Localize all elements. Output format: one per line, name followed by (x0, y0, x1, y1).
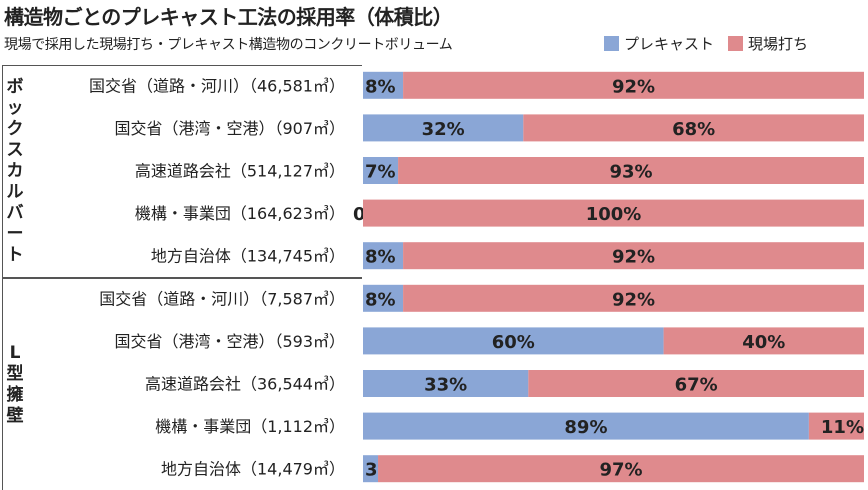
bar-precast (363, 157, 399, 184)
bar-precast (363, 412, 809, 440)
bar-precast (363, 71, 404, 99)
value-label-precast: 32% (422, 119, 465, 140)
category-label: 地方自治体（134,745㎥） (151, 247, 345, 266)
group-label-box-culvert: ボックスカルバート (6, 77, 24, 265)
value-label-cast-in-place: 11% (821, 417, 864, 438)
value-label-precast: 7% (365, 162, 396, 183)
value-label-cast-in-place: 93% (609, 162, 652, 183)
bar-precast (363, 327, 664, 355)
bar-cast-in-place (523, 114, 864, 142)
category-label: 高速道路会社（514,127㎥） (135, 162, 345, 181)
bar-cast-in-place (403, 242, 864, 270)
bar-cast-in-place (808, 412, 864, 440)
bar-cast-in-place (363, 199, 864, 227)
chart-title: 構造物ごとのプレキャスト工法の採用率（体積比） (4, 5, 453, 29)
legend-item-cast-in-place: 現場打ち (728, 33, 808, 54)
group-bracket-l-wall (2, 278, 362, 490)
bar-precast (363, 455, 379, 483)
value-label-cast-in-place: 92% (612, 247, 655, 268)
value-label-cast-in-place: 40% (742, 332, 785, 353)
bar-precast (363, 114, 524, 142)
legend-label-cast-in-place: 現場打ち (748, 35, 809, 53)
bar-cast-in-place (398, 157, 864, 184)
category-label: 国交省（港湾・空港）（593㎥） (114, 332, 345, 351)
value-label-precast: 8% (365, 76, 396, 97)
value-label-cast-in-place: 92% (612, 289, 655, 310)
category-label: 機構・事業団（164,623㎥） (135, 204, 345, 223)
value-label-precast: 8% (365, 289, 396, 310)
legend: プレキャスト 現場打ち (604, 33, 822, 54)
legend-item-precast: プレキャスト (604, 33, 714, 54)
legend-label-precast: プレキャスト (624, 35, 715, 53)
value-label-precast: 89% (564, 417, 607, 438)
bar-cast-in-place (663, 327, 864, 355)
value-label-precast: 60% (492, 332, 535, 353)
value-label-cast-in-place: 67% (675, 375, 718, 396)
group-bracket-box-culvert (2, 65, 362, 278)
chart-subtitle: 現場で採用した現場打ち・プレキャスト構造物のコンクリートボリューム (4, 37, 453, 53)
bar-precast (363, 284, 404, 312)
bar-cast-in-place (378, 455, 864, 483)
category-label: 高速道路会社（36,544㎥） (145, 375, 345, 394)
value-label-cast-in-place: 100% (586, 204, 642, 225)
bar-cast-in-place (403, 71, 864, 99)
value-label-cast-in-place: 92% (612, 76, 655, 97)
bar-precast (363, 370, 529, 397)
legend-swatch-precast (604, 36, 619, 51)
value-label-precast: 8% (365, 247, 396, 268)
legend-swatch-cast-in-place (728, 36, 744, 51)
category-label: 国交省（道路・河川）（7,587㎥） (99, 289, 345, 308)
category-label: 地方自治体（14,479㎥） (161, 460, 345, 479)
bar-precast (363, 242, 404, 270)
category-label: 機構・事業団（1,112㎥） (155, 417, 345, 436)
value-label-cast-in-place: 97% (599, 460, 642, 481)
category-label: 国交省（港湾・空港）（907㎥） (114, 119, 345, 138)
bar-cast-in-place (403, 284, 864, 312)
category-label: 国交省（道路・河川）（46,581㎥） (89, 76, 345, 95)
value-label-precast: 33% (424, 375, 467, 396)
bar-cast-in-place (528, 370, 864, 397)
value-label-cast-in-place: 68% (672, 119, 715, 140)
